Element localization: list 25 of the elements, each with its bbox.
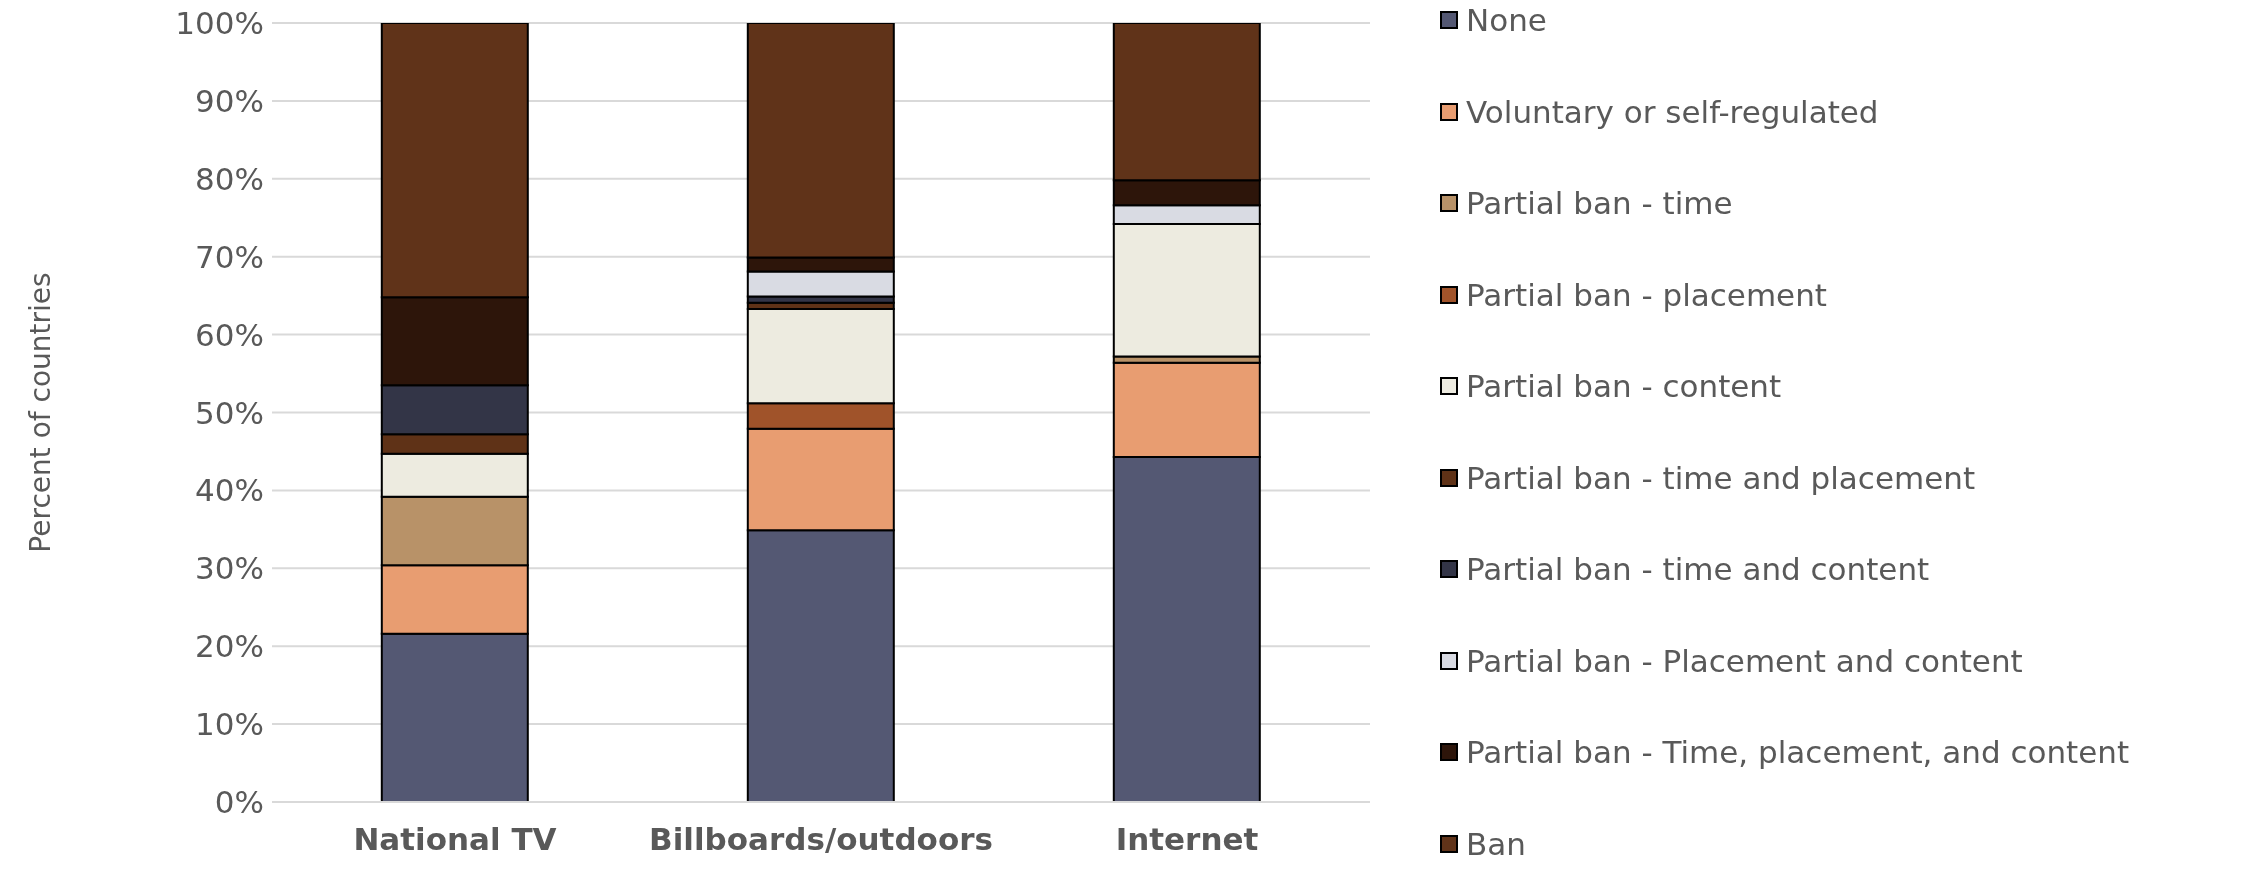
legend-label: Partial ban - time and placement bbox=[1466, 459, 1976, 496]
legend-label: Partial ban - placement bbox=[1466, 276, 1827, 313]
legend-label: Ban bbox=[1466, 825, 1526, 862]
legend-label: Partial ban - Placement and content bbox=[1466, 642, 2023, 679]
legend-label: Partial ban - time bbox=[1466, 185, 1733, 222]
y-tick-label: 10% bbox=[195, 706, 264, 743]
legend-label: Partial ban - Time, placement, and content bbox=[1466, 734, 2130, 771]
y-tick-label: 80% bbox=[195, 160, 264, 197]
y-tick-label: 50% bbox=[195, 394, 264, 431]
y-tick-label: 30% bbox=[195, 550, 264, 587]
legend-label: None bbox=[1466, 2, 1547, 38]
y-tick-label: 70% bbox=[195, 238, 264, 275]
y-tick-label: 60% bbox=[195, 316, 264, 353]
y-axis-title: Percent of countries bbox=[23, 272, 57, 553]
y-tick-label: 0% bbox=[214, 784, 264, 821]
y-tick-label: 20% bbox=[195, 628, 264, 665]
x-tick-label: Billboards/outdoors bbox=[649, 821, 993, 858]
legend-label: Partial ban - content bbox=[1466, 368, 1782, 405]
x-tick-label: National TV bbox=[353, 821, 557, 858]
legend-label: Voluntary or self-regulated bbox=[1466, 93, 1879, 130]
legend-label: Partial ban - time and content bbox=[1466, 551, 1930, 588]
y-tick-label: 90% bbox=[195, 82, 264, 119]
y-tick-label: 40% bbox=[195, 472, 264, 509]
x-tick-label: Internet bbox=[1115, 821, 1259, 858]
y-tick-label: 100% bbox=[175, 5, 264, 42]
